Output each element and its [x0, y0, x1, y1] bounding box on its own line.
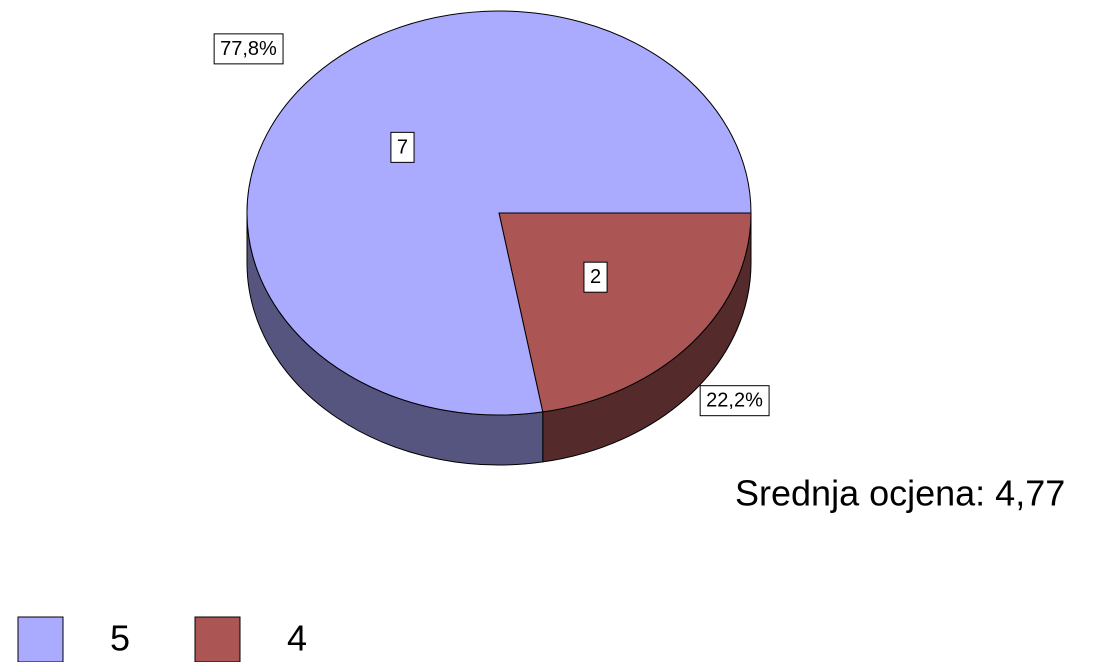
data-label-box	[390, 131, 415, 163]
annotation: Srednja ocjena: 4,77	[735, 473, 1065, 514]
data-label-box	[583, 261, 608, 293]
data-label-group: 2	[583, 261, 608, 293]
legend-swatch	[17, 616, 64, 662]
legend-label: 5	[110, 618, 130, 659]
percent-label: 77,8%	[220, 38, 277, 60]
data-label: 2	[590, 266, 601, 288]
percent-label-group: 22,2%	[699, 385, 770, 417]
data-label: 7	[397, 136, 408, 158]
percent-label-group: 77,8%	[213, 33, 284, 65]
slice	[498, 212, 752, 413]
legend-label: 4	[287, 618, 307, 659]
percent-label: 22,2%	[706, 390, 763, 412]
percent-label-box	[699, 385, 770, 417]
slice	[246, 10, 752, 416]
legend-swatch	[194, 616, 241, 662]
data-label-group: 7	[390, 131, 415, 163]
percent-label-box	[213, 33, 284, 65]
